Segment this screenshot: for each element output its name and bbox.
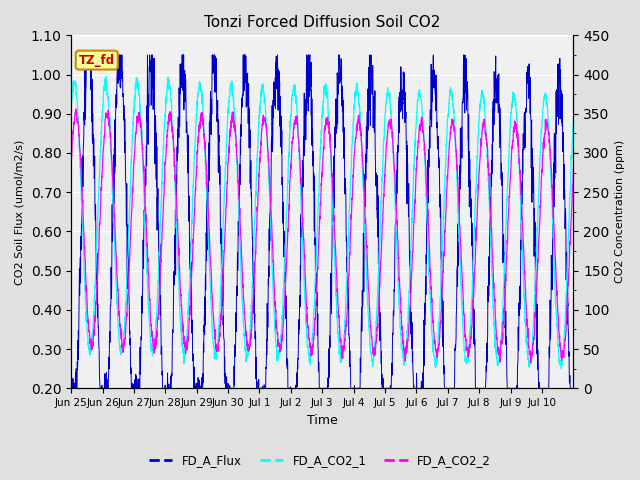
Y-axis label: CO2 Soil Flux (umol/m2/s): CO2 Soil Flux (umol/m2/s) [15,139,25,285]
Y-axis label: CO2 Concentration (ppm): CO2 Concentration (ppm) [615,140,625,284]
X-axis label: Time: Time [307,414,338,427]
Text: TZ_fd: TZ_fd [79,54,115,67]
Legend: FD_A_Flux, FD_A_CO2_1, FD_A_CO2_2: FD_A_Flux, FD_A_CO2_1, FD_A_CO2_2 [144,449,496,472]
Title: Tonzi Forced Diffusion Soil CO2: Tonzi Forced Diffusion Soil CO2 [204,15,440,30]
